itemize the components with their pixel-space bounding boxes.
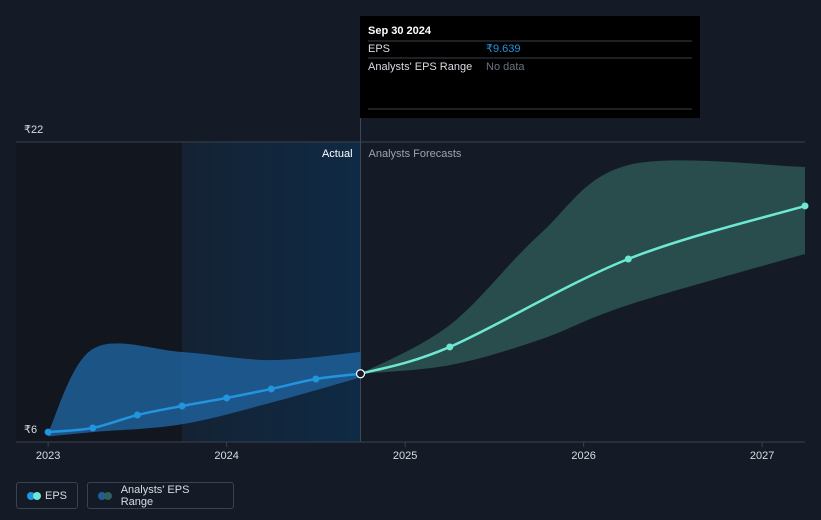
eps-point	[223, 394, 231, 402]
legend-icon	[98, 491, 114, 501]
forecast-label: Analysts Forecasts	[369, 148, 462, 160]
eps-point	[624, 255, 632, 263]
legend-eps[interactable]: EPS	[16, 482, 78, 509]
tooltip: Sep 30 2024 EPS ₹9.639 Analysts' EPS Ran…	[360, 16, 700, 118]
legend-dot	[104, 491, 112, 500]
tooltip-date: Sep 30 2024	[368, 25, 432, 37]
eps-point	[178, 402, 186, 410]
eps-point	[355, 369, 366, 379]
x-tick-label: 2027	[750, 450, 774, 462]
actual-label: Actual	[322, 148, 353, 160]
eps-line	[360, 204, 806, 375]
x-tick-label: 2024	[214, 450, 238, 462]
legend-icon	[27, 491, 41, 501]
tooltip-label: EPS	[368, 43, 390, 55]
tooltip-value: ₹9.639	[486, 43, 521, 55]
x-tick-label: 2023	[36, 450, 60, 462]
eps-point	[446, 343, 454, 351]
background-layer: ₹22 ₹6 2023 2024 2025 2026 2027 Actual Analysts …	[16, 16, 805, 462]
legend-dot	[98, 491, 106, 500]
y-tick-label: ₹6	[24, 424, 37, 436]
eps-point	[267, 385, 275, 393]
eps-point	[133, 411, 141, 419]
legend-dot	[27, 491, 35, 500]
plot-layer	[44, 160, 809, 437]
eps-point	[312, 375, 320, 383]
eps-point	[89, 424, 97, 432]
tooltip-label: Analysts' EPS Range	[368, 61, 472, 73]
tooltip-box	[360, 16, 700, 118]
legend-range[interactable]: Analysts' EPS Range	[87, 482, 234, 509]
eps-line	[48, 372, 361, 434]
legend-label: EPS	[44, 489, 67, 502]
legend-dot	[33, 491, 41, 500]
chart: ₹22 ₹6 2023 2024 2025 2026 2027 Actual Analysts …	[16, 16, 809, 462]
tooltip-value: No data	[486, 61, 525, 73]
eps-point	[801, 202, 809, 210]
range-band	[48, 343, 361, 437]
range-band	[360, 160, 805, 374]
x-tick-label: 2025	[393, 450, 417, 462]
eps-point	[44, 428, 52, 436]
y-tick-label: ₹22	[24, 124, 43, 136]
x-tick-label: 2026	[571, 450, 595, 462]
legend-label: Analysts' EPS Range	[120, 483, 190, 508]
